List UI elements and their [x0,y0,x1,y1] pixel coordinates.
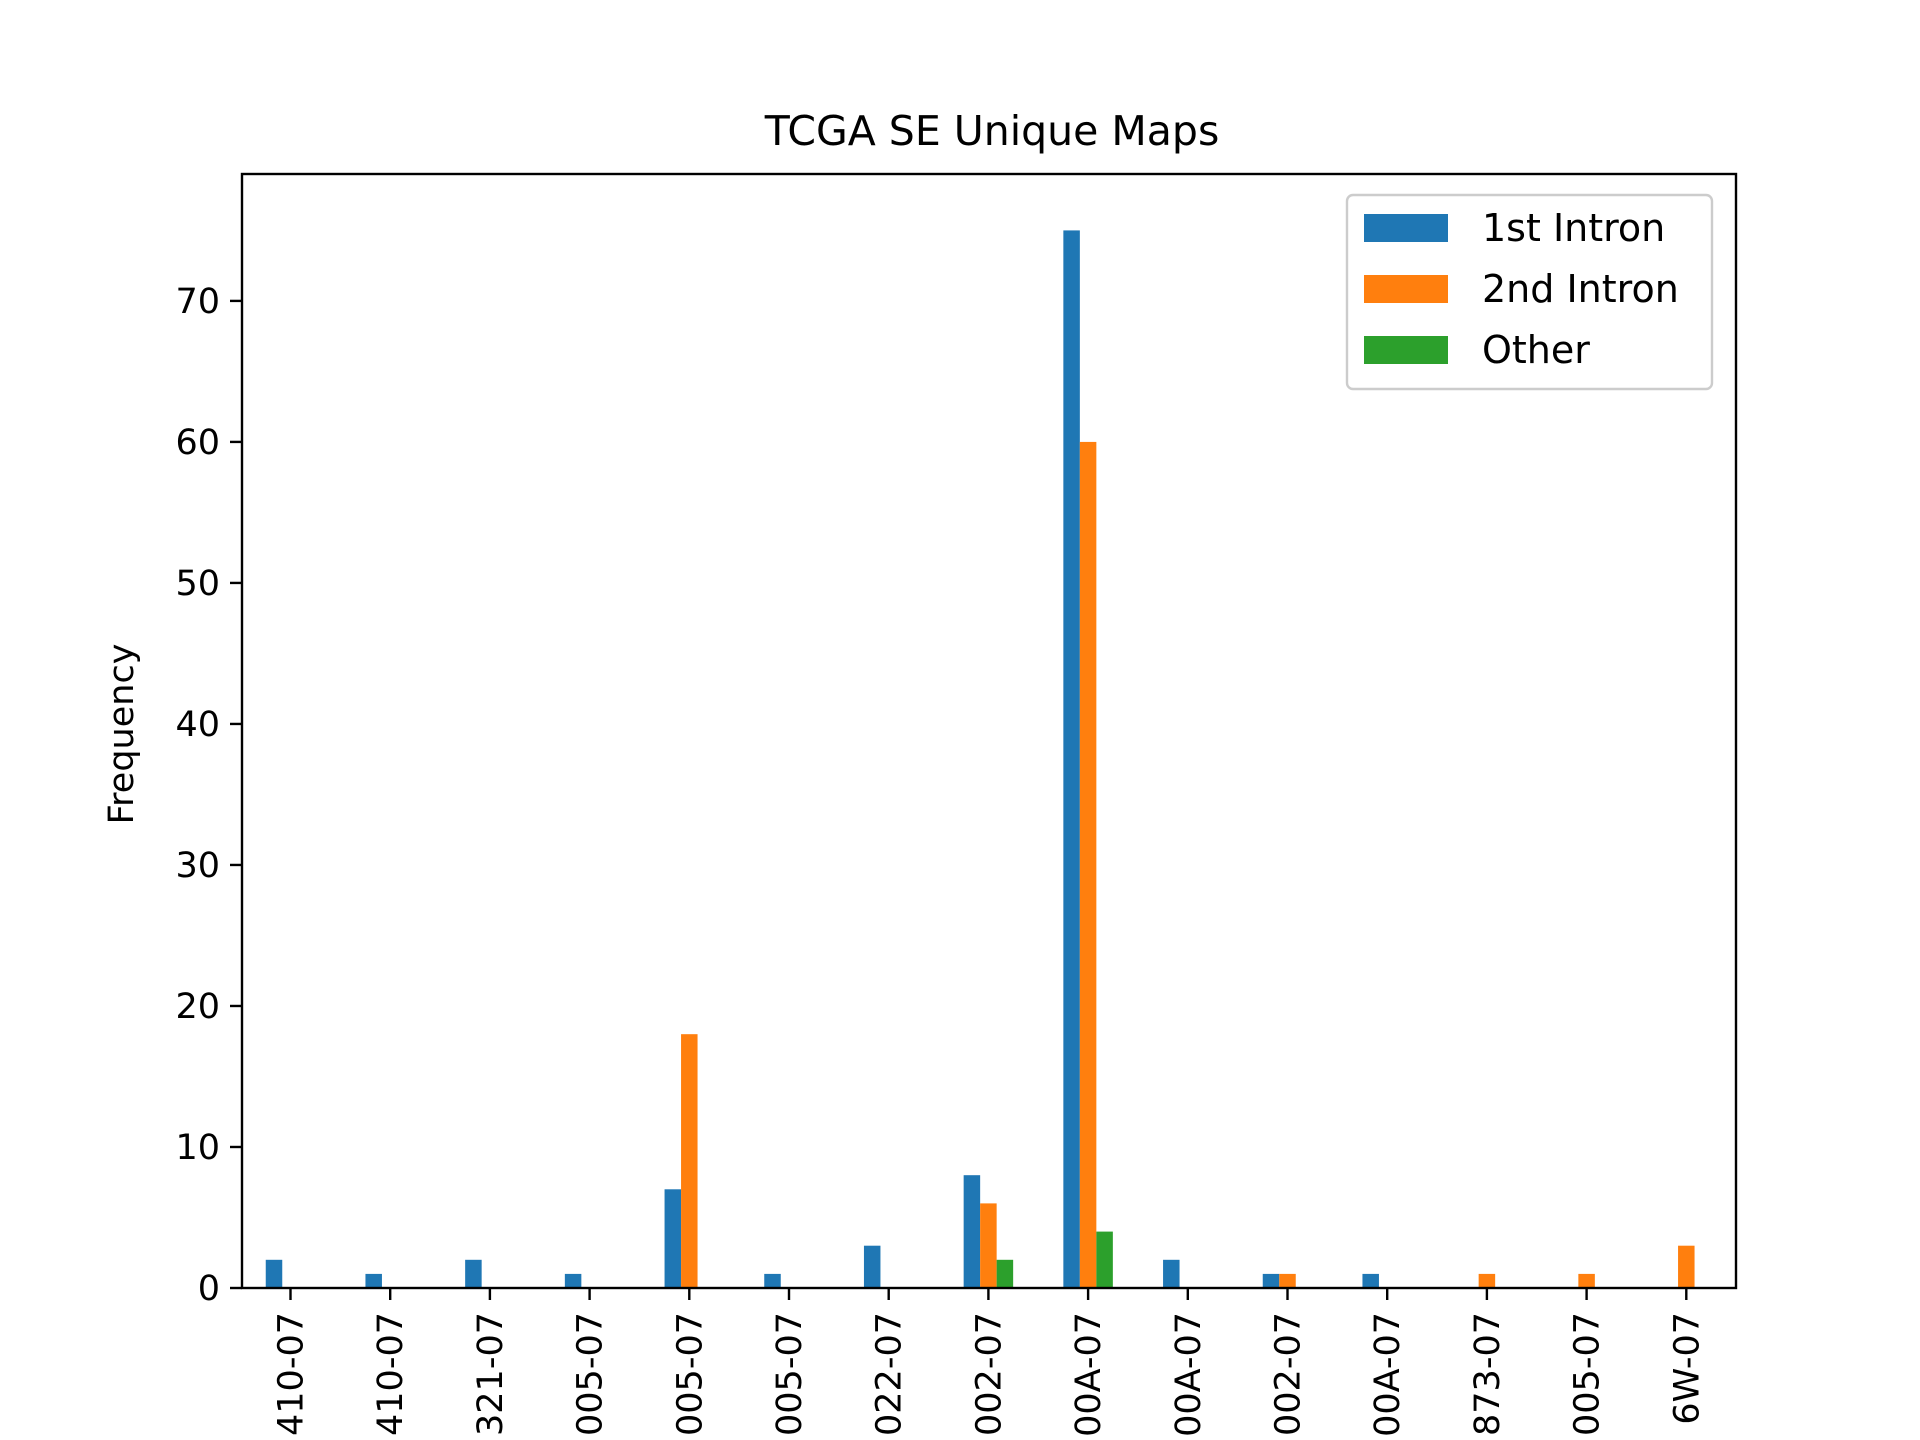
bar-1st-intron-4 [664,1189,682,1288]
x-tick-label: 002-07 [1269,1312,1309,1436]
y-tick-label: 40 [175,705,220,745]
x-tick-label: 00A-07 [1368,1312,1408,1437]
legend: 1st Intron 2nd Intron Other [1345,193,1714,391]
y-tick-label: 50 [175,564,220,604]
y-axis-label: Frequency [102,644,142,825]
bar-2nd-intron-4 [681,1034,698,1288]
y-tick-label: 30 [175,846,220,886]
legend-swatch-2nd-intron [1364,275,1448,303]
legend-swatch-1st-intron [1364,214,1448,242]
bar-2nd-intron-8 [1079,441,1097,1288]
bar-1st-intron-5 [764,1273,781,1288]
bar-1st-intron-3 [564,1273,582,1288]
x-tick-label: 005-07 [1568,1312,1608,1436]
bar-2nd-intron-7 [980,1203,997,1288]
bar-1st-intron-9 [1163,1259,1180,1288]
bar-1st-intron-10 [1262,1273,1280,1288]
x-tick-label: 6W-07 [1667,1312,1707,1425]
x-tick-label: 00A-07 [1069,1312,1109,1437]
bar-1st-intron-7 [963,1175,981,1288]
y-tick-label: 10 [175,1128,220,1168]
bar-1st-intron-11 [1362,1273,1379,1288]
legend-label-2nd-intron: 2nd Intron [1482,267,1679,311]
x-tick-label: 410-07 [272,1312,312,1436]
bar-1st-intron-1 [365,1273,382,1288]
bar-2nd-intron-12 [1478,1273,1496,1288]
bar-2nd-intron-13 [1578,1273,1595,1288]
x-tick-label: 022-07 [870,1312,910,1436]
y-axis: 0 10 20 30 40 50 60 70 [175,282,242,1309]
x-tick-label: 005-07 [770,1312,810,1436]
bar-other-7 [996,1259,1014,1288]
plot-frame [240,172,1738,1290]
y-tick-label: 60 [175,423,220,463]
x-tick-label: 005-07 [571,1312,611,1436]
y-tick-label: 0 [198,1269,220,1309]
bar-1st-intron-2 [465,1259,482,1288]
legend-swatch-other [1364,336,1448,364]
legend-label-other: Other [1482,328,1590,372]
bar-1st-intron-6 [863,1245,881,1288]
x-tick-label: 00A-07 [1169,1312,1209,1437]
bar-1st-intron-0 [265,1259,283,1288]
x-tick-label: 873-07 [1468,1312,1508,1436]
x-tick-label: 002-07 [969,1312,1009,1436]
x-tick-label: 410-07 [371,1312,411,1436]
y-tick-label: 20 [175,987,220,1027]
bars-layer [265,230,1695,1288]
bar-2nd-intron-14 [1678,1245,1695,1288]
bar-other-8 [1096,1231,1113,1288]
x-tick-label: 005-07 [670,1312,710,1436]
bar-2nd-intron-10 [1279,1273,1296,1288]
x-axis: 410-07 410-07 321-07 005-07 005-07 005-07 022-… [272,1288,1707,1437]
chart-title: TCGA SE Unique Maps [764,107,1220,155]
bar-1st-intron-8 [1063,230,1080,1288]
y-tick-label: 70 [175,282,220,322]
x-tick-label: 321-07 [471,1312,511,1436]
legend-label-1st-intron: 1st Intron [1482,206,1665,250]
